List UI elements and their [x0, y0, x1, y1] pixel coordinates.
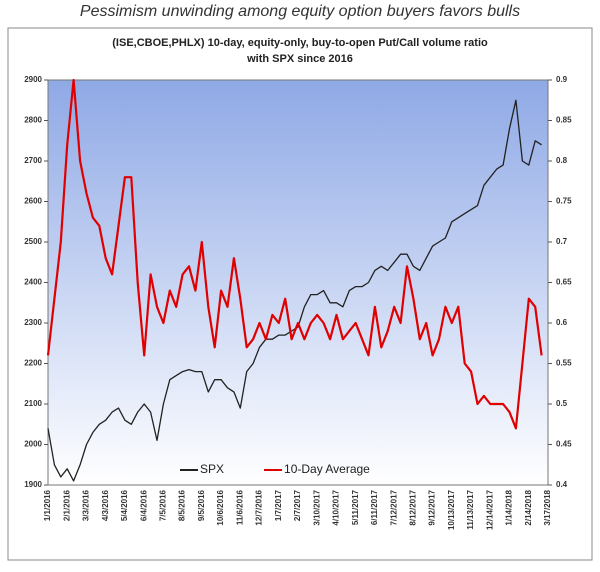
x-tick-label: 11/13/2017 [466, 489, 475, 529]
x-tick-label: 9/5/2016 [197, 489, 206, 521]
series-line [46, 78, 543, 430]
x-tick-label: 7/5/2016 [158, 489, 167, 521]
x-tick-label: 6/4/2016 [139, 489, 148, 521]
legend-label: 10-Day Average [284, 462, 370, 476]
y-tick-label: 2500 [24, 237, 42, 246]
y-tick-label: 2300 [24, 318, 42, 327]
x-tick-label: 10/13/2017 [447, 489, 456, 530]
chart-title: with SPX since 2016 [246, 53, 353, 65]
chart-title: (ISE,CBOE,PHLX) 10-day, equity-only, buy… [112, 37, 488, 49]
y-tick-label: 2400 [24, 278, 42, 287]
x-tick-label: 1/1/2016 [43, 489, 52, 521]
x-tick-label: 12/7/2016 [255, 489, 264, 525]
y2-tick-label: 0.4 [556, 480, 568, 489]
y2-tick-label: 0.9 [556, 75, 568, 84]
y-tick-label: 2900 [24, 75, 42, 84]
y2-tick-label: 0.6 [556, 318, 568, 327]
x-tick-label: 3/17/2018 [543, 489, 552, 525]
y2-tick-label: 0.65 [556, 278, 572, 287]
x-tick-label: 1/7/2017 [274, 489, 283, 521]
x-tick-label: 5/4/2016 [120, 489, 129, 521]
x-tick-label: 7/12/2017 [389, 489, 398, 525]
x-tick-label: 3/3/2016 [82, 489, 91, 521]
x-tick-label: 2/1/2016 [62, 489, 71, 521]
y2-tick-label: 0.8 [556, 156, 568, 165]
y2-tick-label: 0.55 [556, 359, 572, 368]
x-tick-label: 12/14/2017 [485, 489, 494, 530]
headline: Pessimism unwinding among equity option … [80, 3, 520, 20]
y2-tick-label: 0.75 [556, 197, 572, 206]
x-tick-label: 8/5/2016 [178, 489, 187, 521]
x-tick-label: 4/3/2016 [101, 489, 110, 521]
x-tick-label: 1/14/2018 [505, 489, 514, 525]
y2-tick-label: 0.45 [556, 440, 572, 449]
y2-tick-label: 0.5 [556, 399, 568, 408]
y-tick-label: 2800 [24, 116, 42, 125]
x-tick-label: 9/12/2017 [428, 489, 437, 525]
legend-label: SPX [200, 462, 224, 476]
x-tick-label: 2/7/2017 [293, 489, 302, 521]
x-tick-label: 10/6/2016 [216, 489, 225, 525]
x-tick-label: 3/10/2017 [312, 489, 321, 525]
x-tick-label: 2/14/2018 [524, 489, 533, 525]
x-tick-label: 6/11/2017 [370, 489, 379, 525]
y-tick-label: 1900 [24, 480, 42, 489]
plot-area [47, 79, 549, 486]
y-tick-label: 2200 [24, 359, 42, 368]
y-tick-label: 2000 [24, 440, 42, 449]
x-tick-label: 4/10/2017 [332, 489, 341, 525]
x-tick-label: 8/12/2017 [408, 489, 417, 525]
x-tick-label: 11/6/2016 [235, 489, 244, 525]
y-tick-label: 2100 [24, 399, 42, 408]
x-tick-label: 5/11/2017 [351, 489, 360, 525]
y2-tick-label: 0.85 [556, 116, 572, 125]
y-tick-label: 2700 [24, 156, 42, 165]
y2-tick-label: 0.7 [556, 237, 568, 246]
y-tick-label: 2600 [24, 197, 42, 206]
